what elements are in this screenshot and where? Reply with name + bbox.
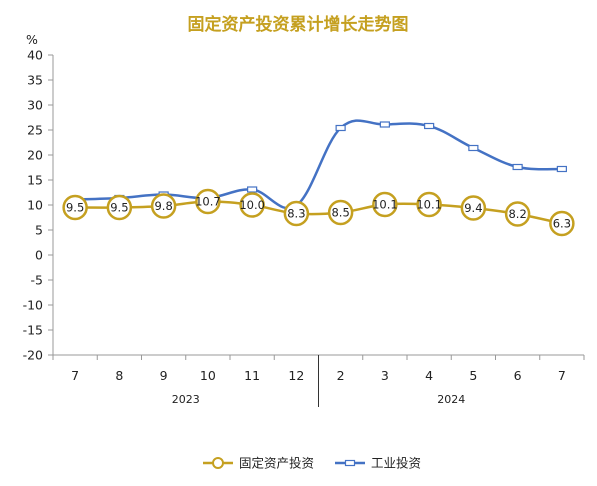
data-point-marker <box>283 200 310 227</box>
x-tick-label: 4 <box>425 368 433 383</box>
data-point-marker <box>512 163 523 171</box>
year-group-label: 2023 <box>172 393 200 406</box>
data-point-marker <box>416 191 442 218</box>
series-0: 9.5 9.5 9.8 10.7 10.0 8.3 8.5 10.1 10.1 9.4 8.2 6.3 <box>62 188 575 237</box>
data-label: 8.5 <box>331 206 349 220</box>
data-point-marker <box>106 194 133 221</box>
y-tick-label: 35 <box>27 73 43 88</box>
y-tick-label: -20 <box>23 348 43 363</box>
y-tick-label: 30 <box>27 98 43 113</box>
x-tick-label: 7 <box>558 368 566 383</box>
y-tick-label: 5 <box>35 223 43 238</box>
y-tick-label: 20 <box>27 148 43 163</box>
y-tick-label: 15 <box>27 173 43 188</box>
data-point-marker <box>468 144 479 152</box>
data-point-marker <box>460 195 487 221</box>
y-tick-label: 25 <box>27 123 43 138</box>
series-line <box>75 200 563 225</box>
x-tick-label: 6 <box>514 368 522 383</box>
x-tick-label: 8 <box>115 368 123 383</box>
legend: 固定资产投资 工业投资 <box>203 456 421 471</box>
data-label: 6.3 <box>553 217 571 231</box>
data-point-marker <box>195 188 221 215</box>
y-tick-label: 10 <box>27 198 43 213</box>
data-label: 9.4 <box>464 201 482 215</box>
series-layer: 9.5 9.5 9.8 10.7 10.0 8.3 8.5 10.1 10.1 9.4 8.2 6.3 <box>62 119 575 237</box>
y-tick-label: 40 <box>27 48 43 63</box>
series-line <box>75 119 562 210</box>
axes: 40 35 30 25 20 15 10 5 0 -5 -10 -15 -20 7 8 9 10 11 12 2 3 4 5… <box>23 48 585 407</box>
legend-label: 工业投资 <box>371 456 421 471</box>
x-tick-label: 3 <box>381 368 389 383</box>
legend-label: 固定资产投资 <box>239 456 314 471</box>
x-tick-label: 11 <box>244 368 260 383</box>
x-tick-label: 9 <box>160 368 168 383</box>
data-point-marker <box>239 192 265 218</box>
data-point-marker <box>247 186 258 193</box>
legend-marker <box>212 457 224 469</box>
data-point-marker <box>327 199 354 226</box>
legend-item-1: 工业投资 <box>335 456 421 471</box>
data-point-marker <box>504 201 531 227</box>
x-tick-label: 10 <box>200 368 216 383</box>
data-point-marker <box>150 193 177 219</box>
legend-item-0: 固定资产投资 <box>203 456 314 471</box>
x-tick-label: 5 <box>469 368 477 383</box>
y-tick-label: -10 <box>23 298 43 313</box>
y-axis-unit: % <box>26 32 38 47</box>
y-tick-label: -5 <box>31 273 43 288</box>
year-group-label: 2024 <box>437 393 465 406</box>
x-tick-label: 12 <box>288 368 304 383</box>
data-label: 9.5 <box>66 201 84 215</box>
data-point-marker <box>372 191 398 218</box>
data-label: 8.2 <box>508 207 526 221</box>
data-point-marker <box>556 165 567 173</box>
data-point-marker <box>62 194 88 221</box>
data-label: 10.0 <box>239 198 265 212</box>
data-label: 10.1 <box>416 198 442 212</box>
data-point-marker <box>424 122 435 130</box>
data-label: 10.1 <box>372 198 398 212</box>
data-point-marker <box>335 124 346 132</box>
data-label: 8.3 <box>287 207 305 221</box>
data-point-marker <box>549 210 575 237</box>
legend-marker <box>344 459 356 467</box>
data-point-marker <box>379 121 390 128</box>
chart-title: 固定资产投资累计增长走势图 <box>188 14 409 35</box>
series-1 <box>70 119 567 210</box>
x-tick-label: 7 <box>71 368 79 383</box>
y-tick-label: -15 <box>23 323 43 338</box>
data-label: 9.5 <box>110 201 128 215</box>
x-tick-label: 2 <box>337 368 345 383</box>
y-tick-label: 0 <box>35 248 43 263</box>
data-label: 10.7 <box>195 195 221 209</box>
data-label: 9.8 <box>154 199 172 213</box>
